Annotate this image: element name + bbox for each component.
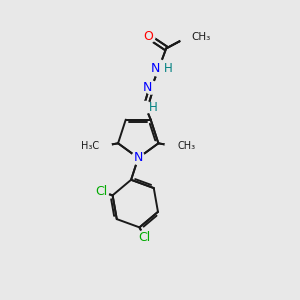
Circle shape — [180, 28, 196, 45]
Text: CH₃: CH₃ — [191, 32, 211, 42]
Text: H: H — [148, 101, 157, 114]
Circle shape — [132, 152, 145, 164]
Circle shape — [140, 101, 152, 113]
Text: Cl: Cl — [95, 185, 107, 198]
Text: O: O — [144, 30, 154, 43]
Circle shape — [145, 81, 158, 94]
Circle shape — [137, 230, 152, 245]
Text: N: N — [142, 81, 152, 94]
Text: N: N — [151, 61, 160, 75]
Text: N: N — [134, 152, 143, 164]
Circle shape — [92, 137, 111, 156]
Text: H₃C: H₃C — [81, 141, 99, 151]
Text: CH₃: CH₃ — [178, 141, 196, 151]
Circle shape — [151, 60, 167, 76]
Circle shape — [94, 184, 109, 199]
Circle shape — [165, 137, 184, 156]
Text: H: H — [164, 61, 172, 75]
Circle shape — [142, 30, 155, 43]
Text: Cl: Cl — [139, 231, 151, 244]
